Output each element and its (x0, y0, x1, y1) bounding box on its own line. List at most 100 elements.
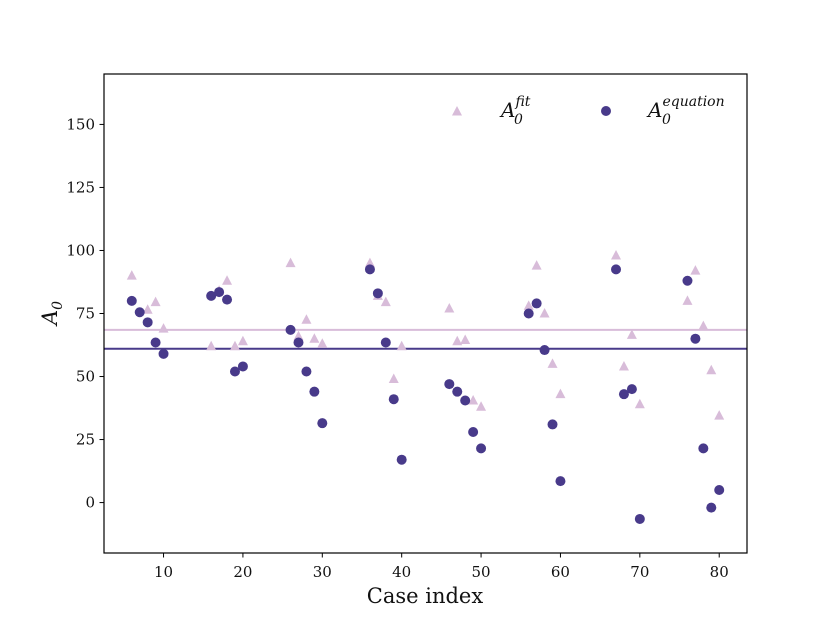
mean-lines (104, 328, 747, 350)
point-equation (364, 264, 375, 275)
point-equation (698, 443, 709, 454)
legend-item-fit: Afit 0 (452, 94, 531, 128)
point-equation (547, 419, 558, 430)
point-equation (690, 333, 701, 344)
point-fit (460, 334, 471, 344)
y-tick-label: 150 (66, 115, 95, 133)
legend-equation-subscript: 0 (662, 112, 671, 128)
point-equation (618, 389, 629, 400)
x-tick-label: 60 (551, 563, 570, 581)
points-layer (126, 250, 725, 524)
point-equation (372, 288, 383, 299)
x-tick-label: 40 (392, 563, 411, 581)
point-fit (317, 338, 328, 348)
svg-text:Aequation: Aequation (646, 94, 725, 122)
point-equation (285, 324, 296, 335)
legend-item-equation: Aequation 0 (601, 94, 725, 128)
legend-fit-superscript: fit (514, 94, 530, 110)
legend-equation-superscript: equation (662, 94, 724, 110)
y-tick-label: 50 (76, 368, 95, 386)
point-equation (142, 317, 153, 328)
point-fit (229, 340, 240, 351)
point-fit (150, 296, 161, 307)
point-fit (698, 320, 709, 331)
point-fit (237, 335, 248, 346)
point-equation (468, 426, 479, 437)
point-fit (682, 295, 693, 305)
point-fit (476, 401, 487, 411)
point-fit (222, 275, 233, 285)
point-fit (396, 340, 407, 351)
legend: Afit 0 Aequation 0 (452, 94, 725, 128)
point-equation (126, 295, 137, 306)
point-equation (309, 386, 320, 397)
point-fit (468, 394, 479, 405)
point-fit (158, 323, 169, 333)
point-equation (476, 443, 487, 454)
legend-marker-triangle (452, 106, 462, 116)
point-fit (380, 296, 391, 307)
point-equation (222, 294, 233, 305)
x-tick-label: 20 (233, 563, 252, 581)
point-fit (611, 250, 622, 260)
y-axis-label-subscript: 0 (50, 301, 66, 310)
y-tick-label: 75 (76, 305, 95, 323)
legend-equation-base: A (646, 98, 662, 122)
x-tick-label: 30 (313, 563, 332, 581)
point-equation (714, 484, 725, 495)
point-equation (301, 366, 312, 377)
point-fit (126, 270, 137, 280)
point-fit (285, 257, 296, 268)
point-equation (380, 337, 391, 348)
point-fit (452, 335, 463, 346)
x-tick-label: 70 (630, 563, 649, 581)
point-equation (523, 308, 534, 319)
x-tick-label: 10 (154, 563, 173, 581)
point-equation (229, 366, 240, 377)
x-axis: 10 20 30 40 50 60 70 80 (154, 553, 729, 581)
point-fit (142, 304, 153, 314)
y-axis-label-base: A (38, 310, 62, 327)
x-axis-label: Case index (367, 584, 484, 608)
point-fit (531, 260, 542, 270)
point-fit (388, 373, 399, 384)
y-tick-label: 25 (76, 431, 95, 449)
point-fit (690, 265, 701, 275)
point-equation (682, 275, 693, 286)
point-equation (634, 513, 645, 524)
point-equation (555, 476, 566, 487)
point-equation (293, 337, 304, 348)
point-equation (317, 418, 328, 429)
legend-fit-base: A (499, 98, 515, 122)
point-fit (309, 333, 320, 343)
svg-text:A0: A0 (38, 301, 66, 327)
y-tick-label: 100 (66, 241, 95, 259)
plot-area-frame (103, 73, 748, 554)
point-fit (626, 329, 637, 339)
point-fit (539, 308, 550, 318)
point-equation (237, 361, 248, 372)
point-equation (388, 394, 399, 405)
point-fit (364, 257, 375, 268)
point-equation (134, 307, 145, 318)
point-equation (460, 395, 471, 406)
point-equation (539, 345, 550, 356)
point-equation (206, 290, 217, 301)
y-tick-label: 0 (85, 494, 95, 512)
point-equation (150, 337, 161, 348)
svg-text:Afit: Afit (499, 94, 531, 122)
point-fit (547, 358, 558, 368)
y-axis-label: A0 (38, 301, 66, 327)
point-fit (444, 302, 455, 313)
point-equation (706, 502, 717, 513)
point-fit (706, 364, 717, 375)
point-fit (714, 410, 725, 420)
point-fit (206, 340, 217, 351)
x-tick-label: 80 (710, 563, 729, 581)
point-equation (396, 454, 407, 465)
x-tick-label: 50 (472, 563, 491, 581)
point-equation (444, 379, 455, 390)
point-equation (452, 386, 463, 397)
point-fit (293, 330, 304, 341)
